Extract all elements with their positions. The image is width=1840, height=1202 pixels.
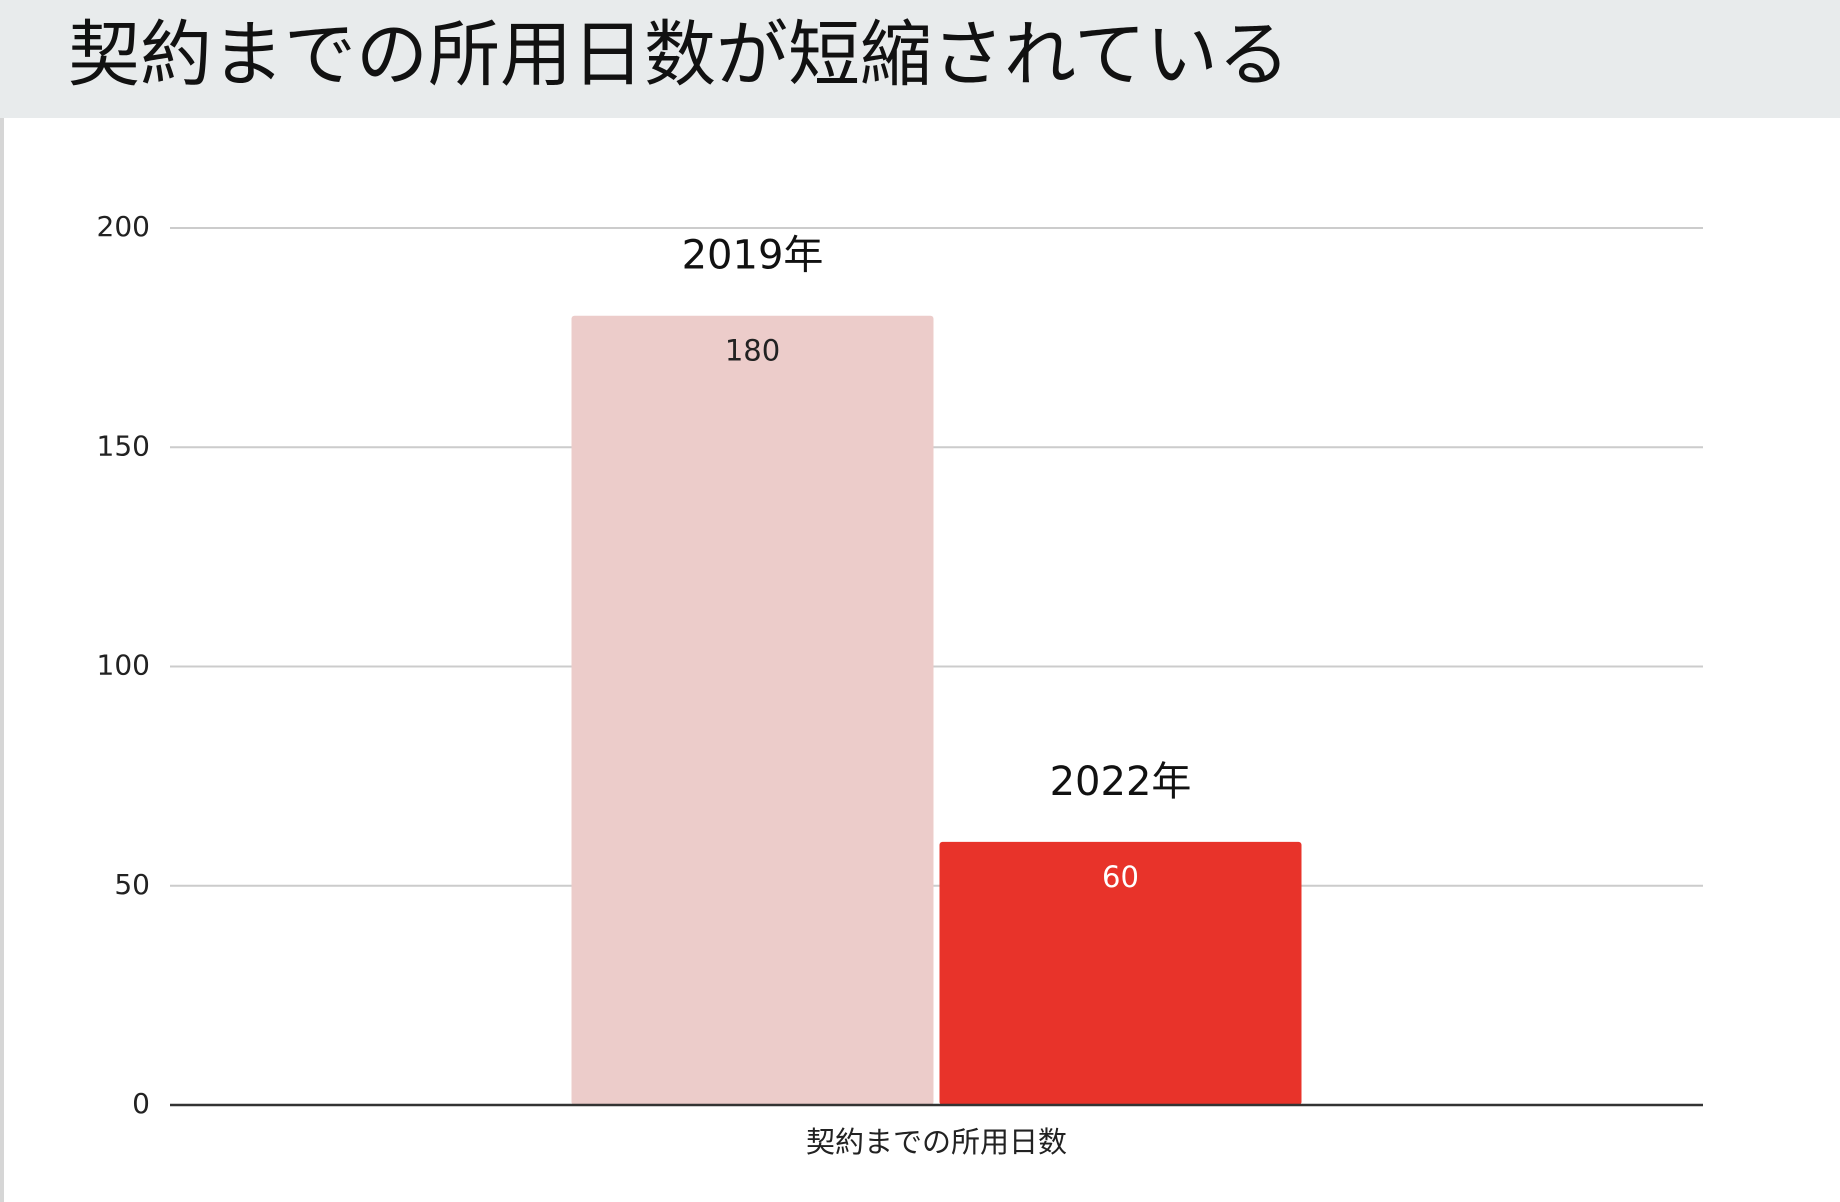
data-label: 180 (725, 334, 780, 368)
data-label: 60 (1102, 860, 1139, 894)
title-bar (0, 0, 1840, 118)
y-tick-label: 100 (97, 649, 150, 682)
series-label: 2022年 (1050, 759, 1192, 805)
y-tick-label: 0 (132, 1087, 150, 1120)
y-tick-label: 200 (97, 210, 150, 243)
x-tick-label: 契約までの所用日数 (806, 1125, 1067, 1159)
bar (939, 841, 1302, 1105)
series-label: 2019年 (682, 233, 824, 279)
y-tick-label: 150 (97, 429, 150, 462)
y-tick-label: 50 (114, 868, 150, 901)
bar (571, 315, 934, 1105)
left-border (0, 118, 4, 1202)
chart-title: 契約までの所用日数が短縮されている (68, 13, 1290, 97)
